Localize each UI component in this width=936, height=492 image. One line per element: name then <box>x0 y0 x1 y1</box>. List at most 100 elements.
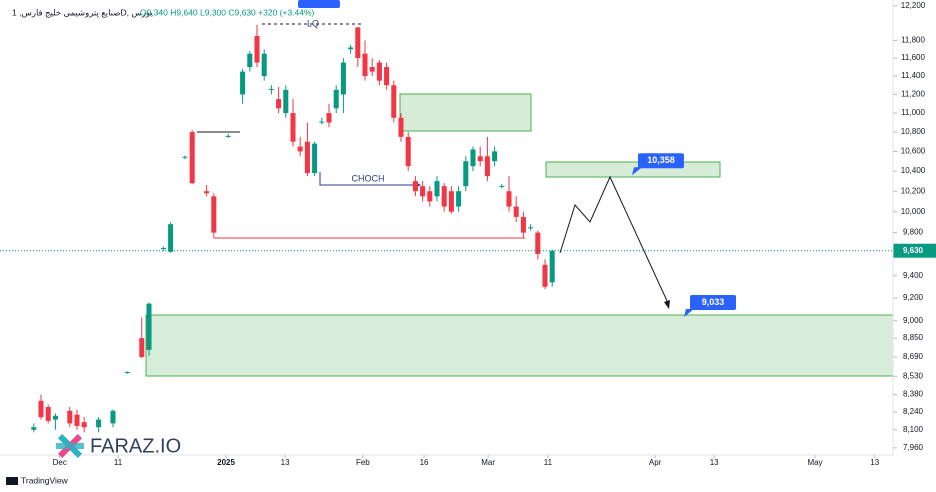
overlay: 9,630 10,358 9,033 <box>0 153 936 317</box>
candle-body <box>441 186 447 207</box>
y-tick-label: 10,600 <box>901 147 926 156</box>
y-tick-label: 10,000 <box>901 207 926 216</box>
price-callout-tail <box>632 167 642 176</box>
candle-body <box>499 186 505 188</box>
candle-body <box>74 414 80 426</box>
y-tick-label: 9,400 <box>903 271 924 280</box>
candle-body <box>189 132 195 184</box>
y-tick-label: 8,850 <box>903 333 924 342</box>
candle-body <box>31 427 37 430</box>
candle-body <box>38 400 44 418</box>
price-callout-label: 10,358 <box>647 155 675 165</box>
candle-body <box>168 224 174 252</box>
y-tick-label: 11,000 <box>901 108 925 117</box>
watermark-text: FARAZ.IO <box>90 435 181 457</box>
candle-body <box>52 415 58 420</box>
candle-body <box>448 191 454 212</box>
candle-body <box>297 146 303 152</box>
candle-body <box>513 206 519 217</box>
x-tick-label: Feb <box>356 458 370 467</box>
y-tick-label: 8,240 <box>903 407 924 416</box>
grid <box>59 5 897 458</box>
header-tag <box>298 0 340 8</box>
candle-body <box>391 85 397 118</box>
y-tick-label: 10,200 <box>901 186 926 195</box>
candle-body <box>45 407 51 421</box>
candles <box>31 24 555 433</box>
candle-body <box>463 161 469 187</box>
candle-body <box>528 227 534 229</box>
target-zone <box>545 161 721 178</box>
candle-body <box>81 422 87 428</box>
candle-body <box>240 71 246 95</box>
y-tick-label: 9,200 <box>903 293 924 302</box>
annotation: CHOCH <box>352 173 385 183</box>
x-tick-label: 11 <box>544 458 553 467</box>
y-tick-label: 8,530 <box>903 371 924 380</box>
candle-body <box>268 88 274 90</box>
x-tick-label: 13 <box>710 458 719 467</box>
ohlc-text: O9,340 H9,640 L9,300 C9,630 +320 (+3.44%… <box>140 7 315 17</box>
y-tick-label: 11,200 <box>901 90 925 99</box>
candle-body <box>535 232 541 254</box>
last-price-label: 9,630 <box>903 246 924 255</box>
last-price-box <box>893 243 936 258</box>
x-tick-label: Apr <box>649 458 662 467</box>
candle-body <box>362 53 368 77</box>
candle-body <box>427 191 433 202</box>
candle-body <box>225 135 231 137</box>
brand: TradingView <box>21 475 69 485</box>
candle-body <box>67 410 73 424</box>
x-tick-label: Mar <box>481 458 495 467</box>
candle-body <box>333 89 339 109</box>
projection-arrow <box>664 300 670 309</box>
candle-body <box>110 410 116 424</box>
candle-body <box>355 27 361 59</box>
supply-zone <box>399 93 532 132</box>
x-tick-label: 2025 <box>217 458 235 467</box>
x-tick-label: 11 <box>114 458 123 467</box>
candle-body <box>304 141 310 174</box>
y-tick-label: 8,690 <box>903 352 924 361</box>
candle-body <box>312 143 318 174</box>
candle-body <box>484 156 490 177</box>
candle-body <box>376 62 382 81</box>
candle-body <box>492 151 498 162</box>
y-tick-label: 11,800 <box>901 36 925 45</box>
projection-path <box>559 175 669 304</box>
price-callout <box>638 153 684 169</box>
y-tick-label: 8,380 <box>903 390 924 399</box>
candle-body <box>96 419 102 428</box>
x-tick-label: 16 <box>420 458 429 467</box>
candle-body <box>247 53 253 68</box>
candle-body <box>160 248 166 250</box>
candle-body <box>506 191 512 207</box>
price-callout <box>690 294 736 310</box>
watermark-logo <box>56 433 84 459</box>
candle-body <box>340 62 346 95</box>
candle-body <box>456 191 462 207</box>
y-tick-label: 12,200 <box>901 1 926 10</box>
y-tick-label: 11,600 <box>901 53 925 62</box>
candle-body <box>326 113 332 123</box>
candle-body <box>420 186 426 197</box>
candle-body <box>549 250 555 283</box>
y-tick-label: 11,400 <box>901 71 925 80</box>
x-tick-label: 13 <box>281 458 290 467</box>
candle-body <box>182 156 188 158</box>
candle-body <box>139 338 145 358</box>
candle-body <box>124 372 130 374</box>
choch-line <box>319 172 415 186</box>
candle-body <box>204 191 210 194</box>
demand-zone <box>145 314 894 377</box>
candle-body <box>276 99 282 109</box>
x-tick-label: 13 <box>870 458 879 467</box>
candle-body <box>412 181 418 192</box>
candle-body <box>470 149 476 167</box>
y-tick-label: 9,800 <box>903 228 924 237</box>
candle-body <box>434 181 440 197</box>
candle-body <box>520 216 526 233</box>
candle-body <box>261 53 267 77</box>
y-tick-label: 9,000 <box>903 316 924 325</box>
